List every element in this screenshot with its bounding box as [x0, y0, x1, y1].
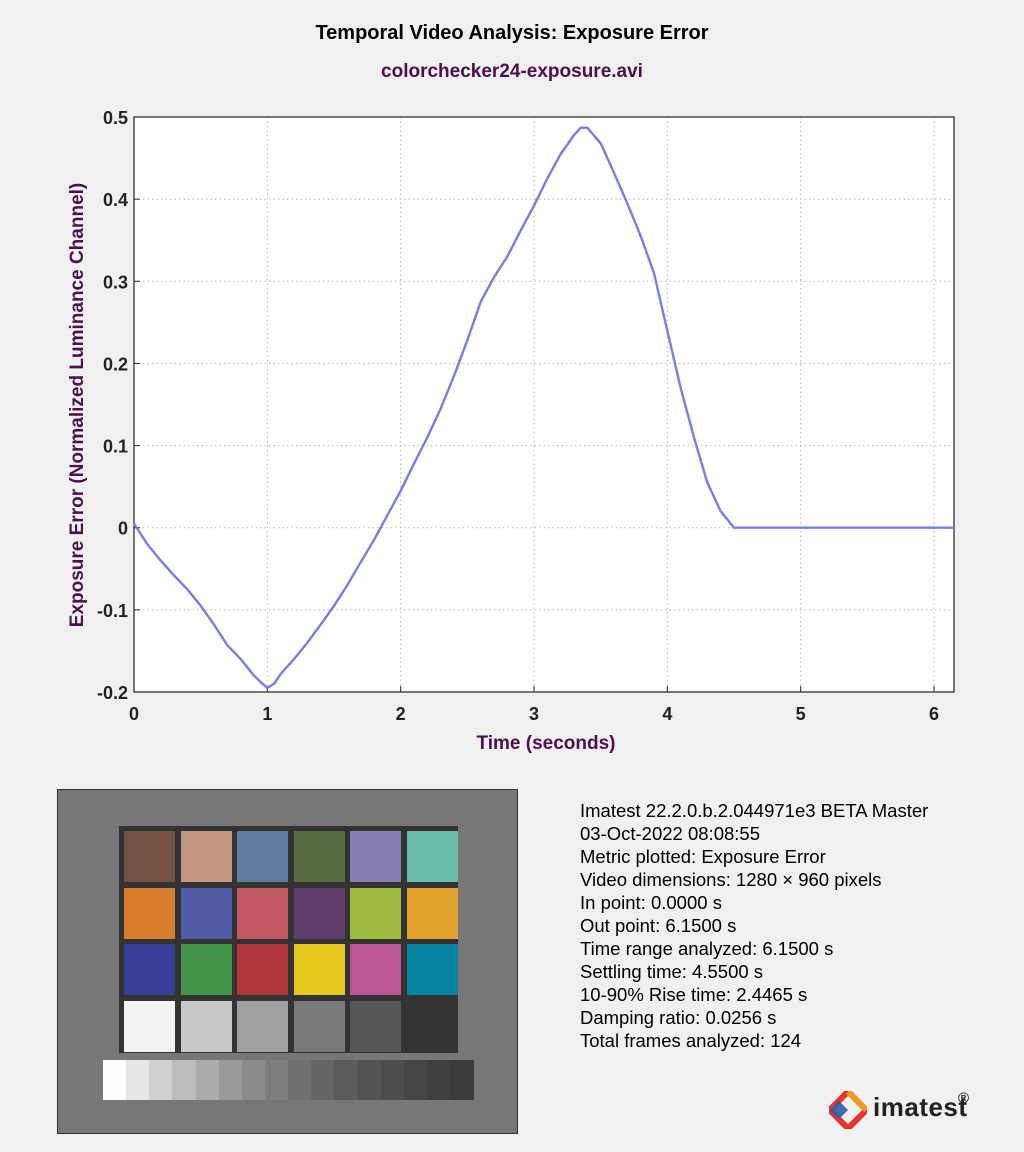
gray-step-patch: [288, 1060, 312, 1100]
info-line: Settling time: 4.5500 s: [580, 961, 764, 982]
gray-step-patch: [195, 1060, 220, 1100]
y-tick-label: 0.3: [103, 272, 128, 292]
y-tick-label: 0: [118, 519, 128, 539]
gray-step-patch: [149, 1060, 173, 1100]
gray-step-patch: [380, 1060, 405, 1100]
y-tick-label: 0.1: [103, 437, 128, 457]
colorchecker-target-image: [57, 789, 518, 1134]
color-patch: [350, 887, 401, 939]
y-axis: -0.2 -0.1 0 0.1 0.2 0.3 0.4 0.5: [97, 108, 140, 703]
y-tick-label: 0.4: [103, 190, 128, 210]
gray-step-patch: [241, 1060, 266, 1100]
color-patch: [293, 887, 345, 939]
color-patch: [293, 831, 345, 882]
color-patch: [406, 944, 458, 995]
imatest-logo-icon: [829, 1091, 867, 1129]
gray-step-patch: [172, 1060, 196, 1100]
gray-step-patch: [311, 1060, 335, 1100]
info-line: 10-90% Rise time: 2.4465 s: [580, 984, 808, 1005]
gray-step-patch: [218, 1060, 243, 1100]
color-patch: [350, 1000, 401, 1052]
y-tick-label: 0.5: [103, 108, 128, 128]
gray-step-patch: [103, 1060, 127, 1100]
color-patch: [237, 831, 288, 882]
info-line: Metric plotted: Exposure Error: [580, 846, 826, 867]
color-patch: [293, 1000, 345, 1052]
imatest-logo: imatest ®: [829, 1090, 979, 1130]
y-tick-label: -0.1: [97, 601, 128, 621]
info-line: Damping ratio: 0.0256 s: [580, 1007, 777, 1028]
x-tick-label: 3: [529, 704, 539, 724]
analysis-info-panel: Imatest 22.2.0.b.2.044971e3 BETA Master 0…: [580, 799, 928, 1052]
plot-frame: [133, 116, 955, 693]
color-patch: [124, 1000, 175, 1052]
info-line: 03-Oct-2022 08:08:55: [580, 823, 760, 844]
color-patch: [350, 831, 401, 882]
color-patch: [180, 1000, 232, 1052]
exposure-error-line: [132, 126, 954, 690]
gray-step-patch: [403, 1060, 428, 1100]
x-tick-label: 2: [396, 704, 406, 724]
color-patch: [124, 887, 175, 939]
color-patch: [237, 1000, 288, 1052]
y-tick-label: -0.2: [97, 683, 128, 703]
exposure-error-chart: 0 1 2 3 4 5 6 -0.2 -0.1 0 0.1 0.2 0.3 0.4 0.5 Time (s…: [67, 108, 955, 754]
x-tick-label: 0: [129, 704, 139, 724]
gray-step-patch: [126, 1060, 150, 1100]
color-patch: [293, 944, 345, 995]
x-axis: 0 1 2 3 4 5 6: [129, 686, 939, 724]
chart-title: Temporal Video Analysis: Exposure Error: [315, 22, 709, 44]
y-tick-label: 0.2: [103, 354, 128, 374]
color-patch: [180, 944, 232, 995]
x-axis-label: Time (seconds): [476, 733, 615, 754]
chart-subtitle: colorchecker24-exposure.avi: [381, 61, 643, 82]
x-tick-label: 1: [262, 704, 272, 724]
color-patch: [406, 831, 458, 882]
info-line: Total frames analyzed: 124: [580, 1030, 802, 1051]
x-tick-label: 4: [662, 704, 672, 724]
logo-wordmark: imatest: [873, 1092, 968, 1122]
color-patch: [180, 831, 232, 882]
color-patch: [180, 887, 232, 939]
color-patch: [237, 944, 288, 995]
plot-area: [134, 117, 954, 692]
colorchecker-patch-grid: [119, 826, 458, 1053]
info-line: In point: 0.0000 s: [580, 892, 722, 913]
gray-step-patch: [357, 1060, 381, 1100]
gray-step-patch: [334, 1060, 358, 1100]
x-tick-label: 5: [796, 704, 806, 724]
gray-step-patch: [264, 1060, 289, 1100]
registered-mark: ®: [958, 1090, 970, 1107]
color-patch: [406, 887, 458, 939]
info-line: Video dimensions: 1280 × 960 pixels: [580, 869, 882, 890]
info-line: Time range analyzed: 6.1500 s: [580, 938, 834, 959]
color-patch: [237, 887, 288, 939]
gray-step-patch: [449, 1060, 474, 1100]
x-tick-label: 6: [929, 704, 939, 724]
gray-step-patch: [426, 1060, 451, 1100]
color-patch: [350, 944, 401, 995]
info-line: Imatest 22.2.0.b.2.044971e3 BETA Master: [580, 800, 929, 821]
color-patch: [124, 944, 175, 995]
color-patch: [124, 831, 175, 882]
color-patch: [406, 1000, 458, 1052]
info-line: Out point: 6.1500 s: [580, 915, 737, 936]
grid-lines: [134, 117, 954, 692]
y-axis-label: Exposure Error (Normalized Luminance Cha…: [67, 183, 88, 627]
